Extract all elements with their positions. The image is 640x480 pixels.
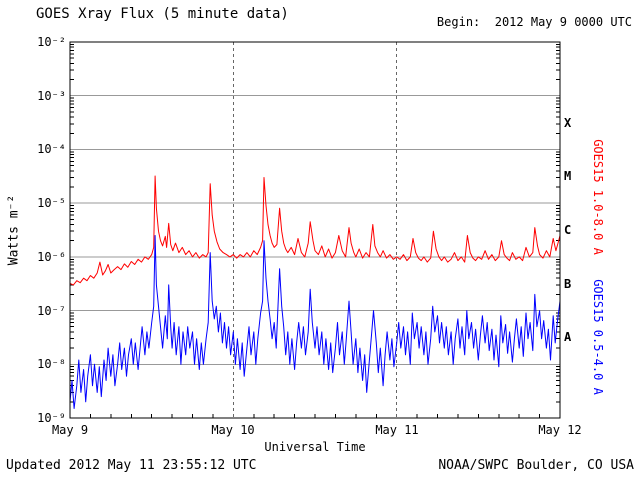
plot-border (69, 41, 561, 419)
x-axis-label: Universal Time (264, 440, 366, 454)
credit-label: NOAA/SWPC Boulder, CO USA (438, 458, 634, 473)
updated-timestamp: Updated 2012 May 11 23:55:12 UTC (6, 458, 257, 473)
y-axis-label: Watts m⁻² (6, 194, 22, 266)
series-line-goes15-short (69, 235, 561, 409)
series-line-goes15-long (69, 175, 561, 286)
begin-timestamp: Begin: 2012 May 9 0000 UTC (436, 15, 632, 29)
chart-title: GOES Xray Flux (5 minute data) (36, 6, 289, 22)
